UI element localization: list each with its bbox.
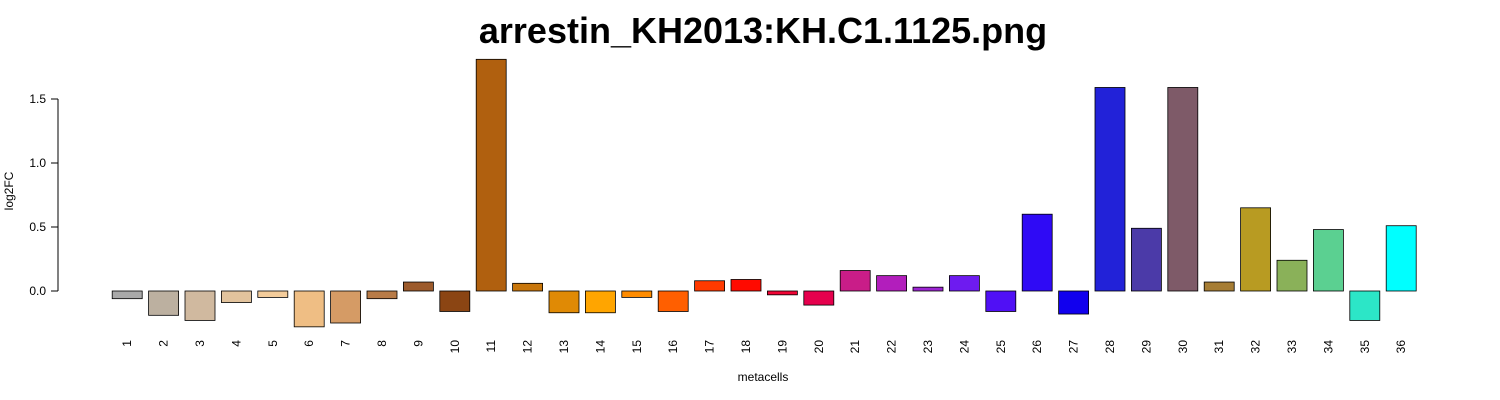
x-tick-label: 7 (339, 340, 353, 347)
bar (257, 290, 289, 298)
bar (1276, 259, 1308, 292)
x-tick-label: 17 (703, 340, 717, 354)
x-axis-label: metacells (738, 370, 789, 384)
x-tick-label: 18 (739, 340, 753, 354)
y-tick-label: 1.5 (29, 92, 46, 106)
x-tick-label: 11 (484, 340, 498, 353)
x-tick-label: 6 (302, 340, 316, 347)
bar (439, 290, 471, 312)
bar (111, 290, 143, 300)
bar (657, 290, 689, 312)
x-tick-label: 27 (1067, 340, 1081, 354)
x-tick-label: 13 (557, 340, 571, 354)
y-tick-label: 1.0 (29, 156, 46, 170)
bar (512, 282, 543, 292)
y-tick-label: 0.0 (29, 284, 46, 298)
bar (621, 290, 653, 298)
x-tick-label: 31 (1212, 340, 1226, 354)
bar (148, 290, 180, 316)
bar (585, 290, 616, 314)
x-tick-label: 36 (1394, 340, 1408, 354)
bar (475, 58, 507, 292)
bar (1203, 281, 1235, 292)
bar (1349, 290, 1381, 321)
bar (330, 290, 362, 324)
bar (184, 290, 216, 321)
bar (1021, 213, 1053, 292)
x-tick-label: 33 (1285, 340, 1299, 354)
x-tick-label: 32 (1249, 340, 1263, 354)
x-tick-label: 16 (666, 340, 680, 354)
bar (220, 290, 252, 303)
x-tick-label: 28 (1103, 340, 1117, 354)
x-tick-label: 8 (375, 340, 389, 347)
x-tick-label: 14 (593, 340, 607, 354)
x-tick-label: 21 (848, 340, 862, 354)
bar (876, 275, 907, 292)
bar (548, 290, 580, 314)
bar (949, 275, 980, 292)
y-tick-label: 0.5 (29, 220, 46, 234)
x-tick-label: 2 (157, 340, 171, 347)
x-tick-label: 3 (193, 340, 207, 347)
x-tick-label: 12 (521, 340, 535, 354)
bar (293, 290, 325, 328)
bar (1094, 87, 1126, 292)
bar (1313, 229, 1344, 292)
x-tick-label: 29 (1139, 340, 1153, 354)
x-tick-labels: 1 2 3 4 5 6 7 8 9 10 11 12 13 14 15 16 17 18 19 20 21 22 23 24 2… (120, 340, 1408, 354)
x-tick-label: 19 (775, 340, 789, 354)
x-tick-label: 1 (120, 340, 134, 347)
x-tick-label: 25 (994, 340, 1008, 354)
x-tick-label: 4 (229, 340, 243, 347)
bar (402, 281, 434, 292)
x-tick-label: 10 (448, 340, 462, 354)
bar (366, 290, 398, 300)
x-tick-label: 34 (1321, 340, 1335, 354)
bar (1058, 290, 1089, 315)
x-tick-label: 9 (411, 340, 425, 347)
bars (111, 58, 1417, 328)
chart-title: arrestin_KH2013:KH.C1.1125.png (479, 10, 1047, 51)
x-tick-label: 15 (630, 340, 644, 354)
x-tick-label: 35 (1358, 340, 1372, 354)
bar (912, 286, 944, 292)
bar (1131, 227, 1162, 292)
y-axis: 0.0 0.5 1.0 1.5 (29, 92, 59, 298)
bar (1240, 207, 1271, 292)
bar (803, 290, 835, 306)
x-tick-label: 20 (812, 340, 826, 354)
x-tick-label: 5 (266, 340, 280, 347)
x-tick-label: 22 (885, 340, 899, 354)
bar (839, 270, 871, 292)
x-tick-label: 26 (1030, 340, 1044, 354)
bar (694, 280, 725, 292)
bar (985, 290, 1017, 312)
bar (767, 290, 798, 296)
y-axis-label: log2FC (2, 171, 16, 210)
x-tick-label: 30 (1176, 340, 1190, 354)
x-tick-label: 24 (957, 340, 971, 354)
bar (1167, 87, 1199, 292)
bar (730, 279, 762, 292)
bar (1385, 225, 1417, 292)
x-tick-label: 23 (921, 340, 935, 354)
